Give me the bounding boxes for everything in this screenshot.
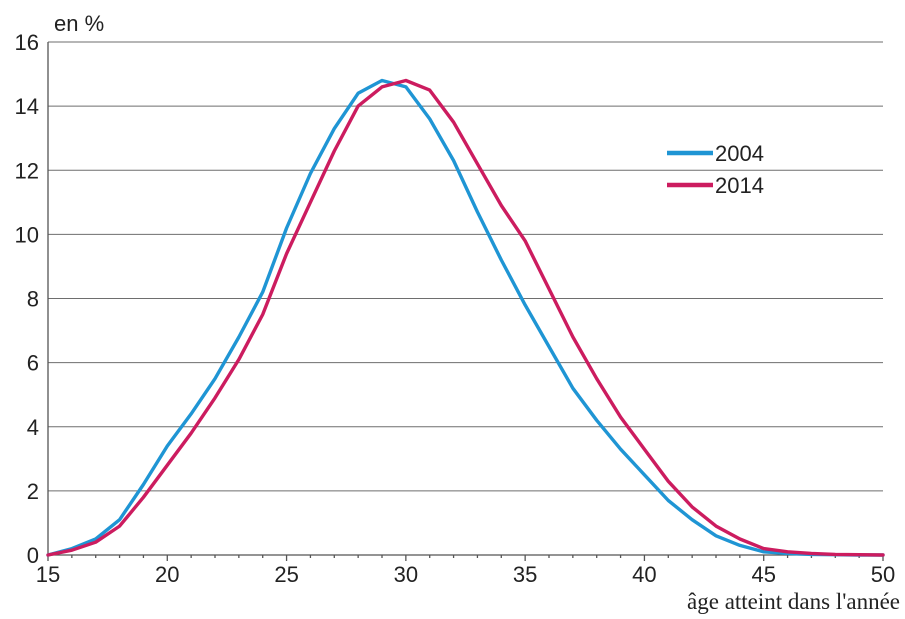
x-tick-label: 15 [36,562,60,587]
x-tick-label: 40 [632,562,656,587]
x-tick-label: 45 [751,562,775,587]
x-tick-label: 25 [274,562,298,587]
legend: 2004 2014 [667,141,764,198]
y-tick-label: 14 [15,94,39,119]
x-tick-label: 35 [513,562,537,587]
y-tick-label: 4 [27,415,39,440]
legend-label-2014: 2014 [715,173,764,198]
y-tick-label: 16 [15,30,39,55]
x-tick-label: 50 [871,562,895,587]
legend-label-2004: 2004 [715,141,764,166]
grid-layer [48,41,883,492]
y-tick-label: 12 [15,158,39,183]
x-tick-label: 30 [394,562,418,587]
y-tick-label: 2 [27,479,39,504]
x-tick-label: 20 [155,562,179,587]
series-line-2004 [46,78,885,557]
x-axis-label: âge atteint dans l'année [687,589,900,614]
y-tick-label: 0 [27,543,39,568]
y-tick-label: 6 [27,351,39,376]
y-tick-label: 10 [15,222,39,247]
series-line-2014 [46,78,885,557]
series-layer [46,78,885,557]
axis-layer: 0 2 4 6 8 10 12 14 16 15 20 25 30 35 40 45 50 [15,30,896,587]
y-axis-unit-label: en % [54,11,104,36]
y-tick-label: 8 [27,287,39,312]
